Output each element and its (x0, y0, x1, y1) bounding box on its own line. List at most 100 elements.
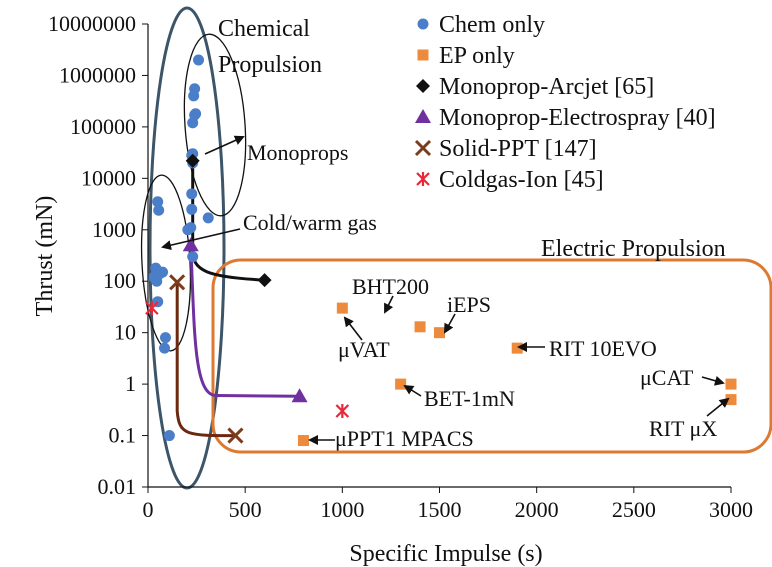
annotation-vat: μVAT (338, 337, 390, 362)
legend-label: Monoprop-Electrospray [40] (439, 105, 716, 131)
point-coldgas-ion-45 (145, 301, 159, 316)
x-tick-label: 500 (229, 497, 262, 522)
annotation-arrow (204, 135, 245, 155)
legend-item-monoprop-electrospray-40: Monoprop-Electrospray [40] (415, 105, 716, 131)
point-monoprop-electrospray-40 (291, 388, 308, 403)
annotation-bet-1mn: BET-1mN (424, 386, 515, 411)
y-tick-label: 0.1 (109, 423, 137, 448)
annotation-cold-warm-gas: Cold/warm gas (243, 210, 377, 235)
point-chem-only (202, 212, 214, 224)
solid-ppt-curve (175, 282, 236, 438)
point-chem-only (163, 430, 175, 442)
annotation-arrow (444, 313, 456, 334)
cold-warm-gas-ellipse (140, 174, 192, 352)
electrospray-curve (189, 245, 300, 398)
legend-item-solid-ppt-147: Solid-PPT [147] (414, 136, 597, 162)
legend-marker-ep-only (417, 49, 429, 61)
x-ticks: 0 500 1000 1500 2000 2500 3000 (143, 487, 753, 522)
point-ep-only (297, 435, 309, 447)
y-tick-label: 100000 (70, 114, 136, 139)
y-tick-label: 1000 (92, 217, 136, 242)
point-chem-only (193, 54, 205, 66)
annotation-arrow (161, 228, 241, 251)
point-coldgas-ion-45 (335, 404, 350, 419)
point-chem-only (159, 332, 171, 344)
legend-label: Chem only (439, 12, 545, 38)
legend-label: EP only (439, 43, 515, 69)
y-tick-label: 10000 (81, 165, 136, 190)
y-tick-label: 10000000 (48, 11, 136, 36)
annotation-rit-x: RIT μX (649, 416, 717, 441)
annotation-cat: μCAT (640, 365, 694, 390)
point-chem-only (186, 203, 198, 215)
point-chem-only (159, 342, 171, 354)
x-tick-label: 0 (143, 497, 154, 522)
x-tick-label: 2500 (612, 497, 656, 522)
point-chem-only (187, 117, 199, 129)
legend-item-ep-only: EP only (417, 43, 515, 69)
point-chem-only (153, 204, 165, 216)
legend-marker-solid-ppt-147 (414, 139, 432, 157)
point-monoprop-arcjet-65 (257, 273, 272, 288)
monoprops-ellipse (183, 33, 247, 217)
annotation-ppt1-mpacs: μPPT1 MPACS (335, 426, 474, 451)
x-axis-label: Specific Impulse (s) (349, 541, 542, 567)
legend-marker-coldgas-ion-45 (416, 172, 430, 186)
annotation-arrow (701, 375, 725, 386)
point-ep-only (414, 321, 426, 333)
point-ep-only (434, 327, 445, 339)
legend-marker-monoprop-electrospray-40 (415, 109, 431, 123)
y-tick-label: 0.01 (98, 474, 137, 499)
annotation-monoprops: Monoprops (247, 140, 348, 165)
legend: Chem only EP only Monoprop-Arcjet [65] Mono… (414, 12, 716, 193)
point-monoprop-electrospray-40 (182, 237, 199, 252)
legend-item-chem-only: Chem only (417, 12, 545, 38)
point-chem-only (152, 196, 164, 208)
legend-item-monoprop-arcjet-65: Monoprop-Arcjet [65] (416, 74, 654, 100)
electric-propulsion-box (211, 258, 772, 454)
x-tick-label: 3000 (709, 497, 753, 522)
annotation-labels: Chemical Propulsion Electric Propulsion Mon… (218, 16, 726, 451)
x-tick-label: 1500 (418, 497, 462, 522)
legend-label: Solid-PPT [147] (439, 136, 597, 162)
point-monoprop-arcjet-65 (185, 153, 200, 168)
point-chem-only (182, 224, 194, 236)
chemical-propulsion-ellipse (148, 6, 226, 490)
region-shapes (140, 6, 772, 490)
pairing-curves (175, 160, 300, 438)
legend-label: Coldgas-Ion [45] (439, 167, 604, 193)
annotation-arrow (706, 397, 730, 417)
y-tick-label: 1 (125, 371, 136, 396)
annotation-propulsion: Propulsion (218, 52, 322, 78)
annotation-chemical: Chemical (218, 16, 310, 42)
point-ep-only (395, 378, 407, 390)
legend-item-coldgas-ion-45: Coldgas-Ion [45] (416, 167, 604, 193)
annotation-bht200: BHT200 (352, 274, 429, 299)
legend-marker-chem-only (417, 18, 429, 30)
point-ep-only (725, 394, 737, 406)
annotation-arrow (343, 316, 363, 341)
point-ep-only (511, 342, 523, 354)
point-chem-only (188, 90, 200, 102)
point-chem-only (151, 275, 163, 287)
legend-marker-monoprop-arcjet-65 (416, 79, 430, 93)
y-tick-label: 100 (103, 268, 136, 293)
point-chem-only (186, 188, 198, 200)
annotation-rit-10evo: RIT 10EVO (549, 336, 657, 361)
point-ep-only (336, 302, 348, 314)
legend-label: Monoprop-Arcjet [65] (439, 74, 654, 100)
point-ep-only (725, 378, 737, 390)
data-markers (145, 54, 737, 447)
point-chem-only (157, 266, 169, 278)
annotation-arrows (161, 135, 730, 445)
point-solid-ppt-147 (227, 427, 244, 444)
point-chem-only (187, 251, 199, 263)
plot-area: 0.010.1110100100010000100000100000010000… (48, 6, 772, 522)
annotation-ieps: iEPS (447, 292, 491, 317)
y-tick-label: 1000000 (59, 62, 136, 87)
x-tick-label: 2000 (515, 497, 559, 522)
annotation-arrow (403, 384, 422, 397)
annotation-electric-propulsion: Electric Propulsion (541, 236, 726, 262)
annotation-arrow (384, 295, 394, 314)
